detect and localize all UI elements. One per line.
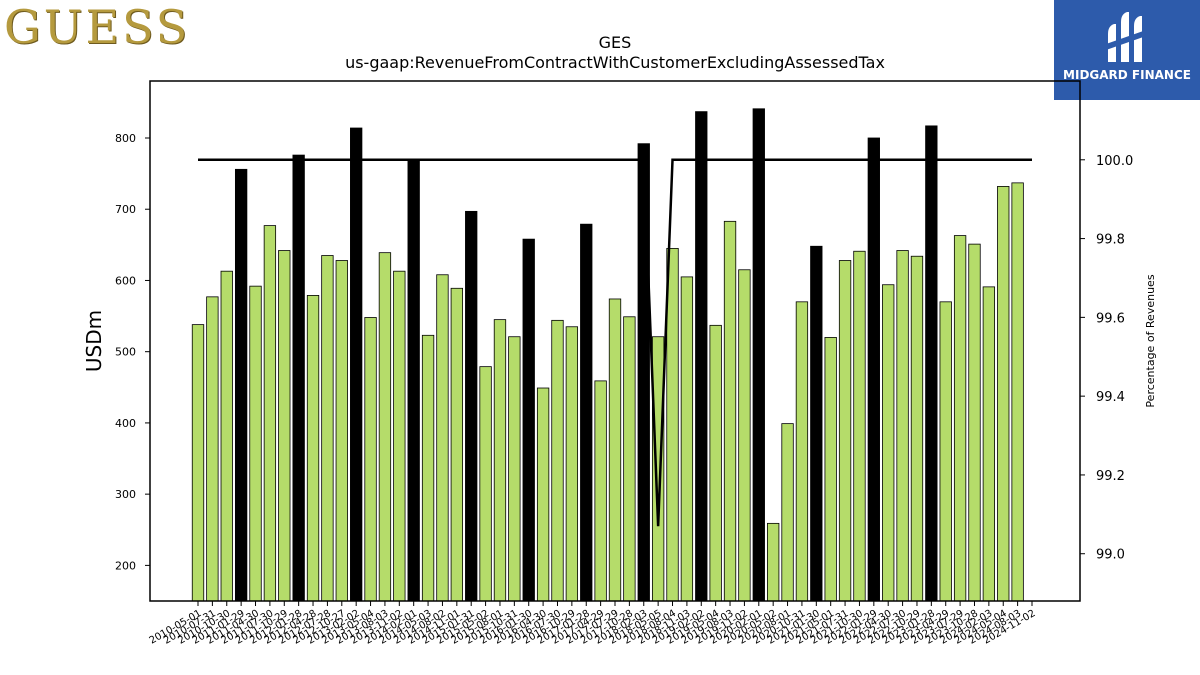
- y-right-tick-label: 99.8: [1096, 233, 1125, 248]
- x-axis: 2010-05-012010-07-312010-10-302011-01-29…: [148, 601, 1038, 647]
- bar-2014-05-03: [421, 334, 435, 602]
- bar-2015-05-02: [479, 366, 492, 602]
- bar-2018-05-05: [651, 336, 665, 602]
- y-right-tick-label: 100.0: [1096, 154, 1133, 169]
- bar-2014-11-01: [450, 287, 463, 602]
- bar-2010-10-30: [220, 270, 233, 602]
- bar-2021-10-30: [853, 250, 866, 602]
- bar-2015-01-31: [465, 210, 478, 602]
- bar-2024-08-03: [1011, 182, 1024, 602]
- bar-2015-08-01: [493, 319, 507, 602]
- bar-2012-01-28: [292, 154, 305, 602]
- y-tick-label: 300: [115, 488, 136, 501]
- bar-2024-02-03: [982, 286, 996, 602]
- bar-2013-05-04: [364, 317, 377, 602]
- y-right-tick-label: 99.0: [1096, 548, 1125, 563]
- bar-2010-07-31: [206, 296, 219, 602]
- guess-logo: GUESS: [4, 0, 191, 54]
- bar-2014-02-01: [407, 160, 420, 602]
- bar-2020-08-01: [781, 423, 794, 602]
- bar-2018-08-04: [666, 247, 679, 602]
- bar-2012-07-28: [321, 255, 334, 602]
- bar-2020-02-01: [752, 108, 765, 602]
- y-tick-label: 600: [115, 274, 136, 287]
- y-right-tick-label: 99.6: [1096, 311, 1125, 326]
- bar-2011-07-30: [263, 225, 277, 602]
- midgard-finance-logo: MIDGARD FINANCE: [1054, 0, 1200, 100]
- bar-2022-10-29: [910, 255, 924, 602]
- bar-2022-04-30: [882, 284, 895, 602]
- bar-2022-01-29: [867, 137, 880, 602]
- bar-2017-01-28: [580, 223, 593, 602]
- y-axis-label: USDm: [82, 310, 106, 372]
- y-axis-label-right: Percentage of Revenues: [1144, 274, 1157, 407]
- bar-2022-07-30: [896, 250, 909, 602]
- y-right-tick-label: 99.2: [1096, 469, 1125, 484]
- bar-2014-08-02: [436, 274, 449, 602]
- bar-2013-08-03: [378, 252, 392, 602]
- y-tick-label: 700: [115, 203, 136, 216]
- bar-2018-11-03: [680, 276, 694, 602]
- bar-2011-04-30: [249, 285, 262, 602]
- midgard-finance-text: MIDGARD FINANCE: [1063, 68, 1191, 82]
- bar-2013-11-02: [393, 270, 406, 602]
- y-tick-label: 400: [115, 417, 136, 430]
- bar-2019-02-02: [695, 111, 708, 602]
- bar-2012-04-28: [306, 295, 320, 602]
- bar-2016-01-30: [522, 238, 535, 602]
- bar-2023-10-28: [968, 243, 981, 602]
- bar-2023-07-29: [953, 235, 967, 602]
- bar-2020-05-02: [767, 522, 780, 602]
- y-axis-right: 99.0 99.2 99.4 99.6 99.8 100.0: [1080, 154, 1133, 563]
- bar-2011-01-29: [234, 168, 248, 602]
- y-tick-label: 200: [115, 559, 136, 572]
- bar-2019-11-02: [738, 269, 751, 602]
- bar-2021-07-31: [838, 260, 852, 602]
- bar-2016-10-29: [565, 326, 579, 602]
- bar-2015-10-31: [508, 336, 521, 602]
- y-axis-left: 200 300 400 500 600 700 800: [115, 132, 150, 572]
- bar-2020-10-31: [795, 301, 809, 602]
- chart-subtitle: us-gaap:RevenueFromContractWithCustomerE…: [345, 53, 885, 72]
- bar-2019-05-04: [709, 324, 722, 602]
- bar-2016-07-30: [551, 319, 564, 602]
- y-tick-label: 500: [115, 346, 136, 359]
- bar-2012-10-27: [335, 260, 348, 602]
- bars-group: [191, 108, 1024, 602]
- y-tick-label: 800: [115, 132, 136, 145]
- bar-2013-02-02: [350, 127, 363, 602]
- percentage-line-group: [198, 158, 1032, 527]
- y-right-tick-label: 99.4: [1096, 390, 1125, 405]
- midgard-mark-icon: [1106, 12, 1146, 62]
- bar-2016-04-30: [536, 387, 550, 602]
- bar-2011-10-29: [278, 250, 291, 602]
- percentage-line: [198, 158, 1032, 527]
- bar-2010-05-01: [191, 324, 205, 602]
- bar-2017-10-28: [623, 316, 636, 602]
- bar-2017-07-29: [608, 298, 622, 602]
- bar-2018-02-03: [637, 143, 650, 602]
- bar-2017-04-29: [594, 380, 607, 602]
- bar-2019-08-03: [723, 220, 737, 602]
- bar-2024-05-04: [997, 186, 1010, 602]
- bar-2023-01-28: [925, 125, 938, 602]
- chart-title: GES: [599, 33, 632, 52]
- bar-2021-05-01: [824, 337, 837, 602]
- bar-2023-04-29: [939, 301, 952, 602]
- bar-2021-01-30: [810, 245, 823, 602]
